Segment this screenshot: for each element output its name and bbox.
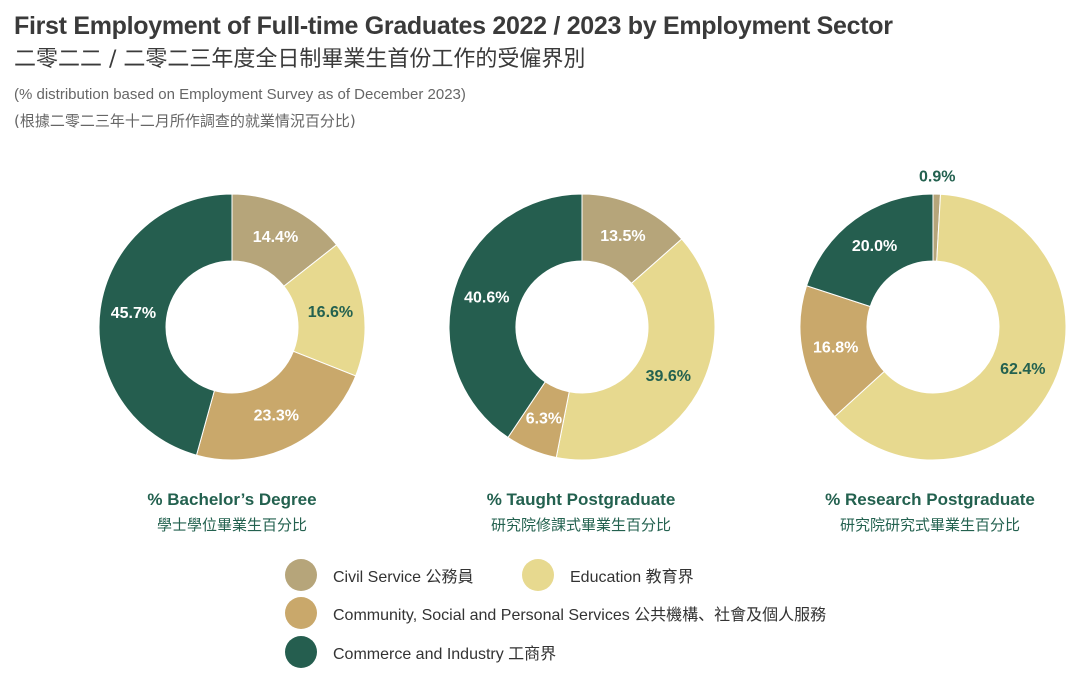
slice-label-taught-civil: 13.5% (600, 228, 645, 245)
slice-research-commerce (805, 193, 934, 308)
legend-swatch-commerce (285, 636, 317, 668)
legend-item-education: Education 教育界 (522, 559, 694, 591)
legend-item-civil-service: Civil Service 公務員 (285, 559, 473, 591)
slice-label-research-civil: 0.9% (919, 169, 955, 186)
legend-item-community: Community, Social and Personal Services … (285, 597, 826, 629)
slice-taught-commerce (448, 193, 583, 439)
caption-research: % Research Postgraduate 研究院研究式畢業生百分比 (780, 490, 1080, 535)
chart-title: First Employment of Full-time Graduates … (14, 12, 893, 40)
legend-label: Commerce and Industry 工商界 (333, 646, 557, 663)
caption-bachelor: % Bachelor’s Degree 學士學位畢業生百分比 (82, 490, 382, 535)
slice-label-taught-community: 6.3% (526, 410, 562, 427)
legend-label: Civil Service 公務員 (333, 569, 474, 586)
chart-subtitle: (% distribution based on Employment Surv… (14, 86, 466, 103)
slice-label-bachelor-community: 23.3% (254, 408, 299, 425)
caption-research-zh: 研究院研究式畢業生百分比 (839, 516, 1020, 534)
slice-label-bachelor-civil: 14.4% (253, 229, 298, 246)
slice-label-taught-education: 39.6% (646, 368, 691, 385)
slice-taught-education (555, 238, 716, 461)
caption-taught-en: % Taught Postgraduate (486, 490, 676, 509)
slice-label-research-community: 16.8% (813, 339, 858, 356)
caption-taught-zh: 研究院修課式畢業生百分比 (490, 516, 671, 534)
slice-label-bachelor-commerce: 45.7% (111, 305, 156, 322)
caption-research-en: % Research Postgraduate (825, 490, 1035, 509)
caption-bachelor-zh: 學士學位畢業生百分比 (156, 516, 307, 534)
legend-swatch-community (285, 597, 317, 629)
slice-bachelor-community (195, 350, 357, 461)
slice-label-research-commerce: 20.0% (852, 238, 897, 255)
legend-swatch-education (522, 559, 554, 591)
slice-bachelor-commerce (98, 193, 233, 456)
slice-research-education (833, 193, 1067, 461)
slice-label-taught-commerce: 40.6% (464, 290, 509, 307)
chart-title-chinese: 二零二二 / 二零二三年度全日制畢業生首份工作的受僱界別 (14, 47, 586, 72)
slice-label-bachelor-education: 16.6% (308, 304, 353, 321)
legend-item-commerce: Commerce and Industry 工商界 (285, 636, 556, 668)
chart-subtitle-chinese: (根據二零二三年十二月所作調查的就業情況百分比) (14, 112, 356, 130)
caption-bachelor-en: % Bachelor’s Degree (147, 490, 317, 509)
legend-swatch-civil-service (285, 559, 317, 591)
caption-taught: % Taught Postgraduate 研究院修課式畢業生百分比 (431, 490, 731, 535)
slice-label-research-education: 62.4% (1000, 361, 1045, 378)
legend-label: Community, Social and Personal Services … (333, 607, 827, 624)
legend-label: Education 教育界 (570, 569, 694, 586)
